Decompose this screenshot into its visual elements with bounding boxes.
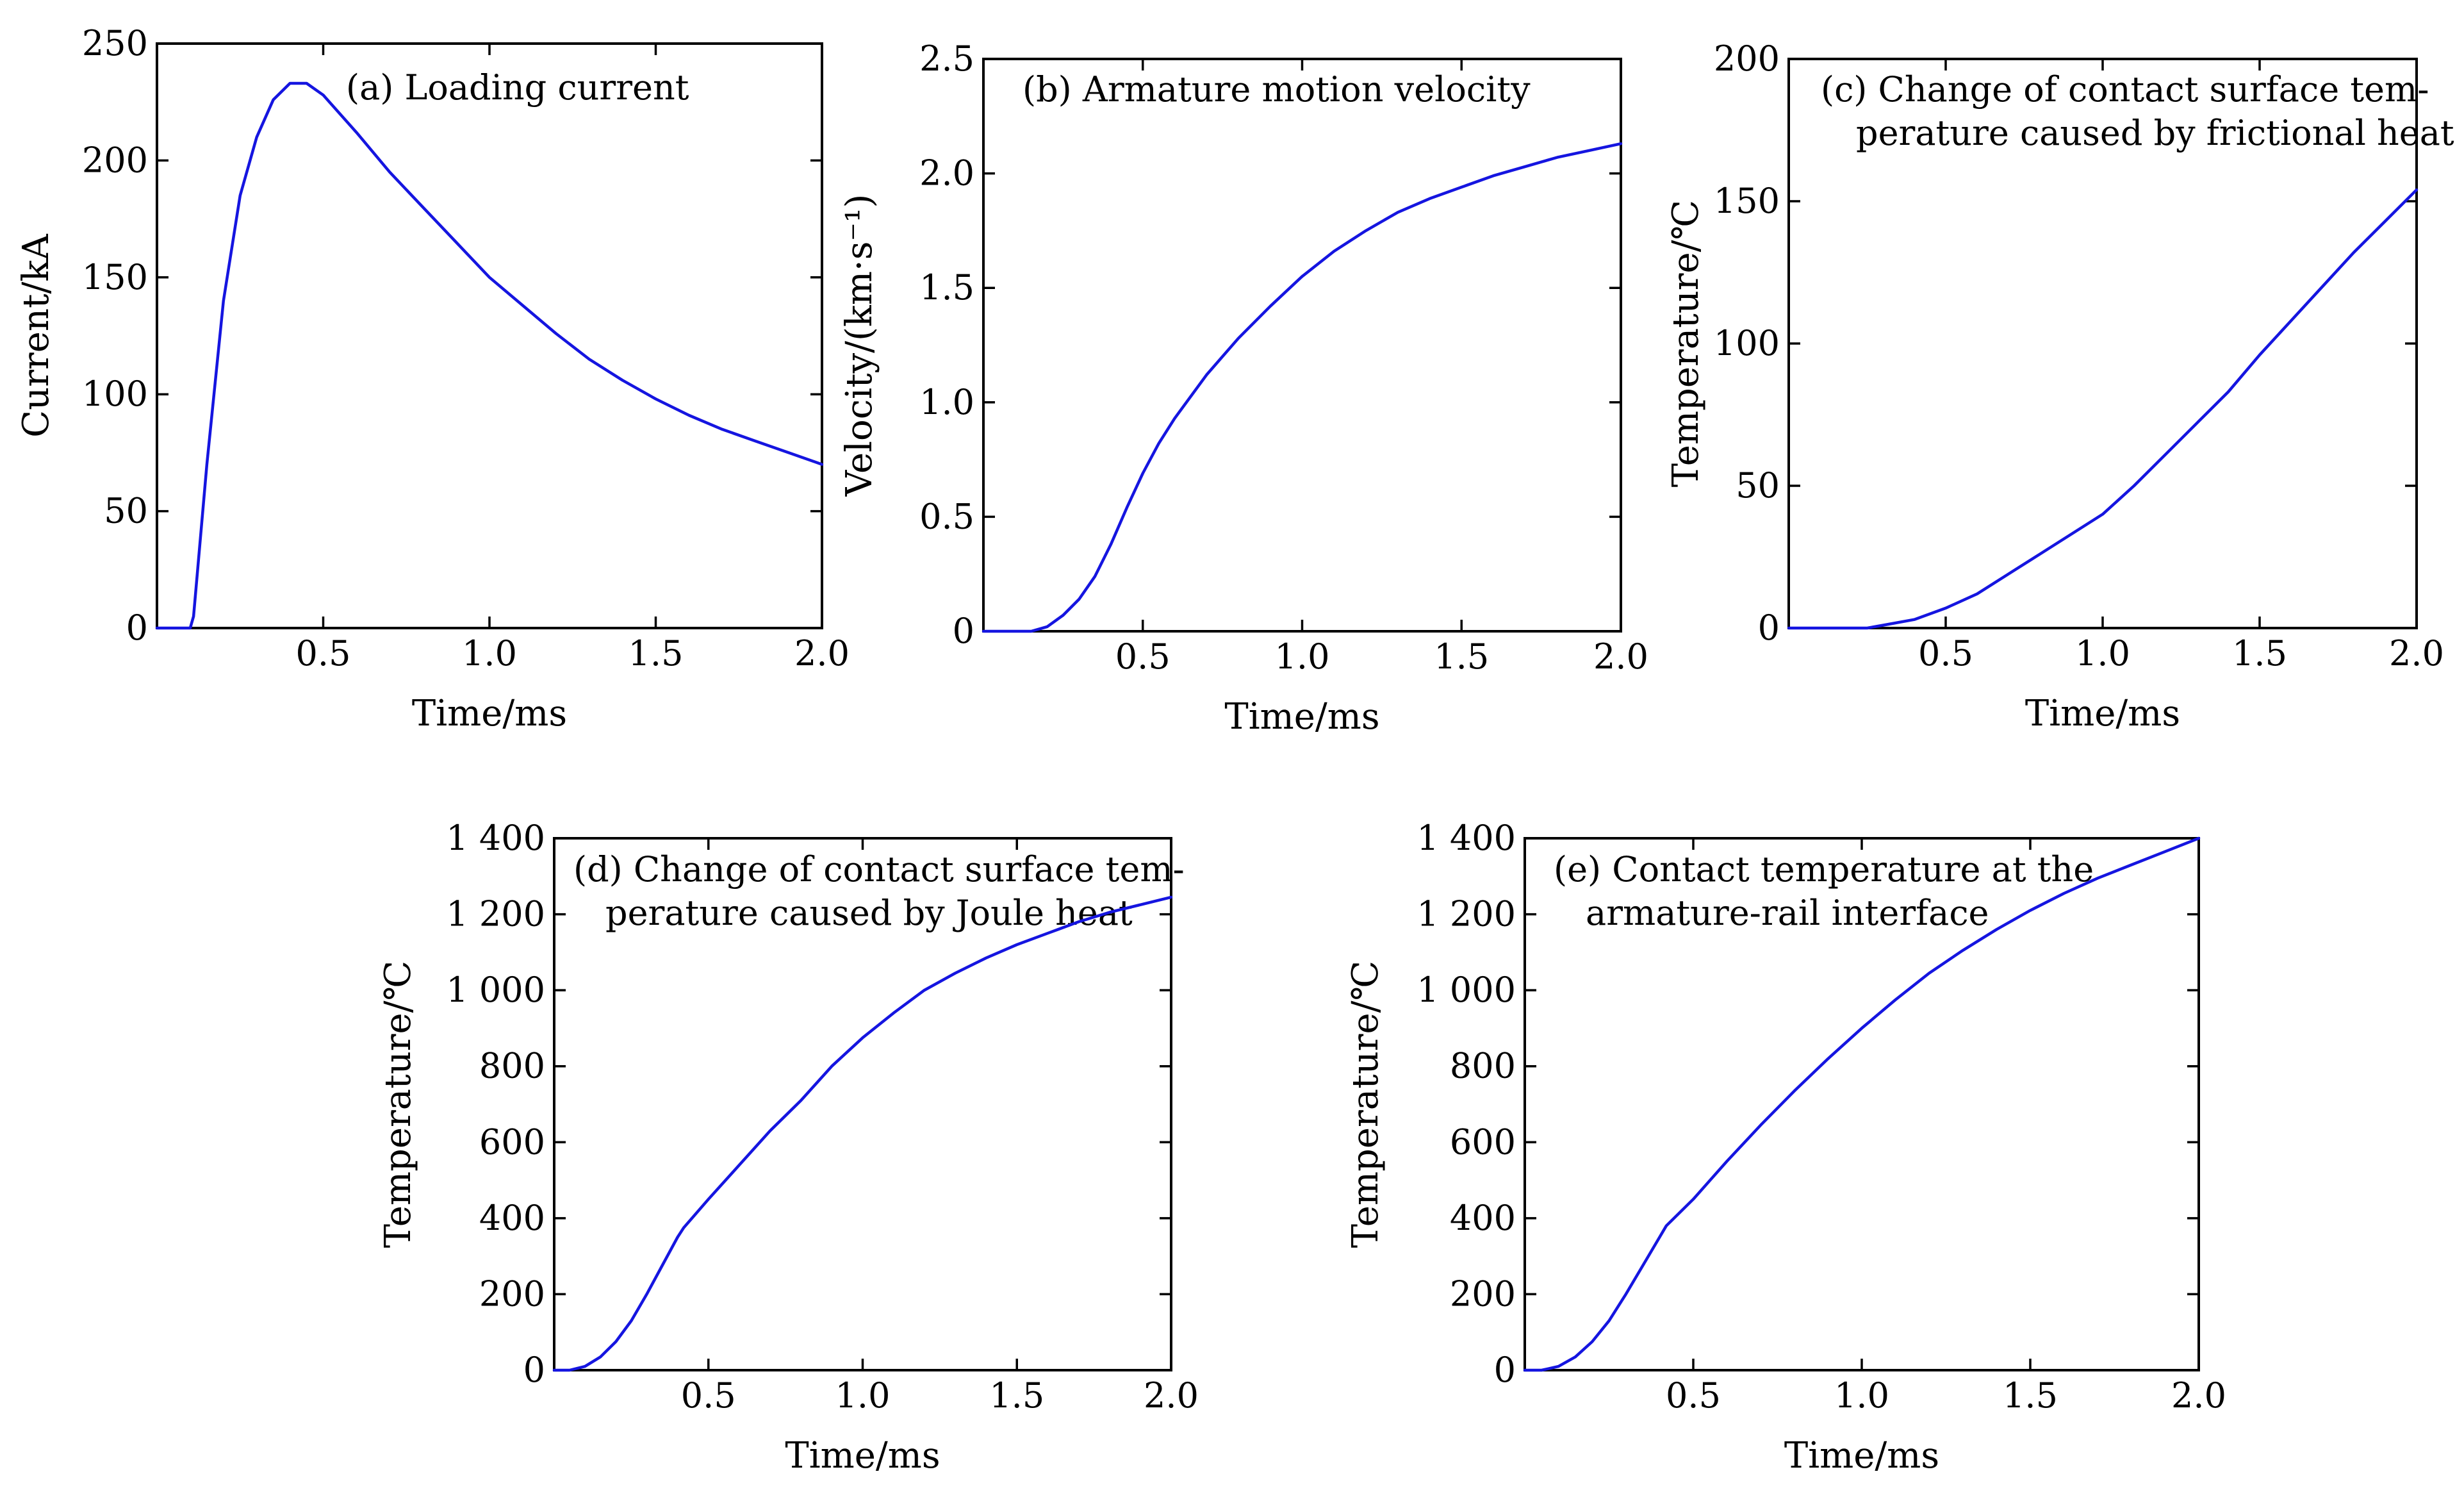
- panel-title-e-line-1: (e) Contact temperature at the: [1554, 849, 2094, 890]
- y-axis-label-e: Temperature/℃: [1345, 961, 1386, 1248]
- panel-d: 0.5 1.0 1.5 2.0 0 200 400 600 800 1 000 1 200 1 400…: [377, 818, 1199, 1477]
- y-tick-label-b-1: 0.5: [919, 496, 974, 536]
- x-tick-label-c-1: 1.0: [2075, 633, 2130, 674]
- y-tick-label-c-1: 50: [1736, 465, 1780, 506]
- y-tick-label-c-2: 100: [1714, 323, 1780, 363]
- panel-title-d-line-1: (d) Change of contact surface tem-: [573, 849, 1185, 890]
- x-tick-label-e-3: 2.0: [2171, 1375, 2226, 1416]
- panel-title-b-line-1: (b) Armature motion velocity: [1023, 69, 1531, 110]
- x-tick-label-d-3: 2.0: [1144, 1375, 1199, 1416]
- y-tick-label-b-5: 2.5: [919, 38, 974, 79]
- y-tick-label-c-0: 0: [1758, 608, 1780, 648]
- y-tick-label-d-5: 1 000: [446, 970, 545, 1010]
- x-tick-label-a-0: 0.5: [296, 633, 351, 674]
- x-axis-label-c: Time/ms: [2025, 693, 2180, 734]
- x-tick-label-a-3: 2.0: [794, 633, 850, 674]
- y-tick-label-b-2: 1.0: [919, 382, 974, 422]
- x-tick-label-a-2: 1.5: [628, 633, 684, 674]
- x-tick-label-b-3: 2.0: [1593, 636, 1648, 677]
- x-tick-label-b-1: 1.0: [1275, 636, 1330, 677]
- y-tick-label-e-1: 200: [1450, 1273, 1516, 1314]
- x-axis-label-d: Time/ms: [785, 1435, 940, 1477]
- panel-title-a-line-1: (a) Loading current: [346, 67, 689, 108]
- x-tick-label-e-1: 1.0: [1834, 1375, 1889, 1416]
- series-line-b-velocity: [981, 142, 1623, 633]
- y-tick-label-a-3: 150: [82, 257, 148, 297]
- panel-e: 0.5 1.0 1.5 2.0 0 200 400 600 800 1 000 1 200 1 400…: [1345, 818, 2226, 1477]
- x-tick-label-e-2: 1.5: [2003, 1375, 2058, 1416]
- x-axis-label-b: Time/ms: [1224, 696, 1379, 738]
- y-tick-label-d-2: 400: [479, 1198, 545, 1238]
- y-tick-label-a-1: 50: [104, 491, 148, 531]
- x-tick-label-a-1: 1.0: [462, 633, 517, 674]
- series-line-d-joule: [552, 895, 1173, 1372]
- y-tick-label-d-6: 1 200: [446, 894, 545, 934]
- y-tick-label-d-0: 0: [523, 1350, 545, 1390]
- x-tick-label-b-0: 0.5: [1115, 636, 1170, 677]
- series-line-e-contact: [1523, 836, 2201, 1372]
- y-tick-label-d-1: 200: [479, 1273, 545, 1314]
- y-axis-label-d: Temperature/℃: [377, 961, 419, 1248]
- plot-frame-b: [982, 58, 1622, 633]
- x-axis-label-a: Time/ms: [412, 693, 567, 734]
- x-tick-label-d-1: 1.0: [835, 1375, 891, 1416]
- y-tick-label-c-4: 200: [1714, 38, 1780, 79]
- x-tick-label-c-2: 1.5: [2232, 633, 2287, 674]
- y-tick-label-e-0: 0: [1494, 1350, 1516, 1390]
- panel-title-c-line-2: perature caused by frictional heat: [1856, 113, 2454, 153]
- panel-b: 0.5 1.0 1.5 2.0 0 0.5 1.0 1.5 2.0 2.5 Time/ms Veloc…: [839, 38, 1648, 738]
- y-tick-label-a-5: 250: [82, 23, 148, 63]
- x-tick-label-d-0: 0.5: [681, 1375, 736, 1416]
- x-tick-label-c-0: 0.5: [1918, 633, 1973, 674]
- plot-frame-a: [156, 42, 823, 629]
- x-tick-label-c-3: 2.0: [2389, 633, 2444, 674]
- x-tick-label-e-0: 0.5: [1666, 1375, 1721, 1416]
- panel-title-c-line-1: (c) Change of contact surface tem-: [1821, 69, 2429, 110]
- y-tick-label-d-7: 1 400: [446, 818, 545, 858]
- y-tick-label-e-7: 1 400: [1417, 818, 1516, 858]
- y-tick-label-e-4: 800: [1450, 1046, 1516, 1086]
- series-line-a-current: [155, 81, 824, 630]
- y-tick-label-b-3: 1.5: [919, 267, 974, 308]
- y-tick-label-e-3: 600: [1450, 1122, 1516, 1162]
- x-tick-label-d-2: 1.5: [989, 1375, 1044, 1416]
- y-axis-label-c: Temperature/℃: [1665, 200, 1707, 487]
- y-tick-label-d-3: 600: [479, 1122, 545, 1162]
- panel-title-e-line-2: armature-rail interface: [1586, 893, 1989, 933]
- series-line-c-frictional: [1787, 188, 2419, 630]
- y-tick-label-d-4: 800: [479, 1046, 545, 1086]
- x-axis-label-e: Time/ms: [1784, 1435, 1939, 1477]
- y-axis-label-a: Current/kA: [15, 234, 57, 438]
- y-tick-label-b-4: 2.0: [919, 153, 974, 194]
- panel-title-d-line-2: perature caused by Joule heat: [605, 893, 1133, 933]
- y-tick-label-a-0: 0: [126, 608, 148, 648]
- y-tick-label-e-6: 1 200: [1417, 894, 1516, 934]
- x-tick-label-b-2: 1.5: [1434, 636, 1489, 677]
- panel-a: 0.5 1.0 1.5 2.0 0 50 100 150 200 250 Time/ms Curren…: [15, 23, 850, 734]
- y-tick-label-a-2: 100: [82, 374, 148, 414]
- y-tick-label-b-0: 0: [953, 611, 974, 651]
- y-tick-label-a-4: 200: [82, 140, 148, 180]
- y-tick-label-e-5: 1 000: [1417, 970, 1516, 1010]
- panel-c: 0.5 1.0 1.5 2.0 0 50 100 150 200 Time/ms Temperatu…: [1665, 38, 2454, 734]
- y-tick-label-c-3: 150: [1714, 181, 1780, 221]
- y-axis-label-b: Velocity/(km·s⁻¹): [839, 194, 880, 497]
- y-tick-label-e-2: 400: [1450, 1198, 1516, 1238]
